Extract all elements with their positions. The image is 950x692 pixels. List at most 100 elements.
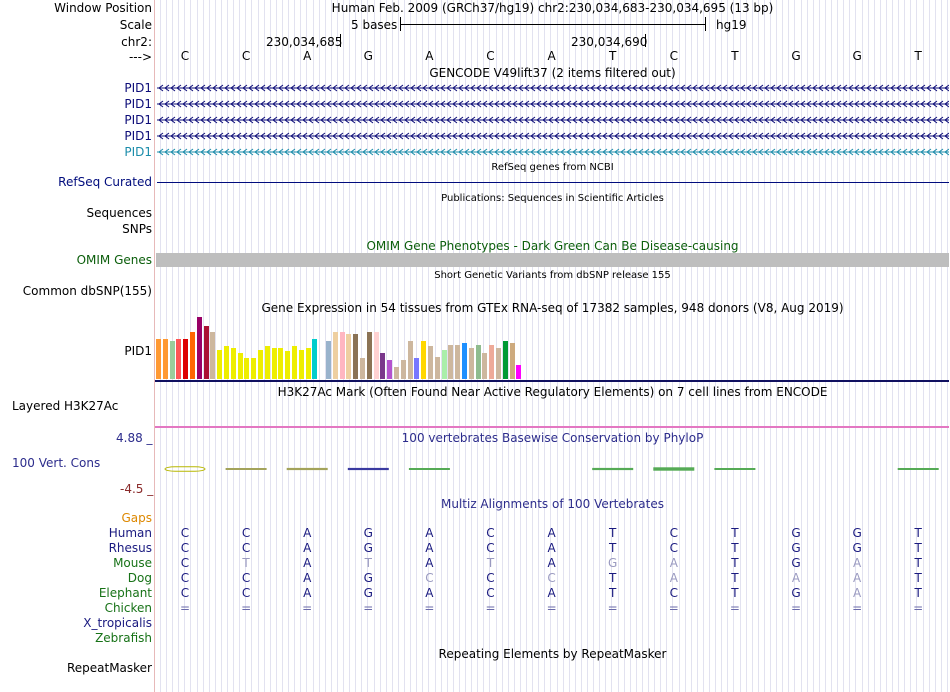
publications-label[interactable]: Sequences [86, 206, 152, 220]
gtex-tissue-bar[interactable] [305, 348, 311, 379]
gtex-tissue-bar[interactable] [224, 346, 229, 379]
gtex-tissue-bar[interactable] [251, 358, 257, 379]
multiz-species-label[interactable]: Elephant [98, 586, 152, 600]
grid-line [910, 0, 911, 692]
gencode-gene-feature[interactable] [157, 84, 949, 92]
gtex-tissue-bar[interactable] [407, 341, 413, 379]
gtex-tissue-bar[interactable] [475, 345, 481, 379]
gtex-tissue-bar[interactable] [298, 350, 304, 379]
gtex-tissue-bar[interactable] [400, 360, 406, 379]
gtex-tissue-bar[interactable] [414, 358, 420, 379]
omim-label[interactable]: OMIM Genes [76, 253, 152, 267]
multiz-species-label[interactable]: X_tropicalis [83, 616, 152, 630]
h3k27ac-track-title[interactable]: H3K27Ac Mark (Often Found Near Active Re… [277, 385, 828, 399]
publications-track-title[interactable]: Publications: Sequences in Scientific Ar… [441, 193, 664, 204]
gtex-tissue-bar[interactable] [489, 345, 495, 379]
gtex-tissue-bar[interactable] [462, 343, 467, 379]
gtex-tissue-bar[interactable] [326, 341, 331, 379]
gtex-tissue-bar[interactable] [502, 341, 508, 379]
gtex-tissue-bar[interactable] [156, 339, 161, 379]
gtex-tissue-bar[interactable] [169, 341, 175, 379]
gtex-tissue-bar[interactable] [380, 353, 386, 379]
gtex-tissue-bar[interactable] [264, 346, 270, 379]
multiz-species-label[interactable]: Dog [127, 571, 152, 585]
multiz-species-label[interactable]: Human [108, 526, 152, 540]
gencode-gene-label[interactable]: PID1 [124, 145, 152, 159]
gencode-gene-feature[interactable] [157, 116, 949, 124]
repeatmasker-track-title[interactable]: Repeating Elements by RepeatMasker [438, 647, 667, 661]
gtex-tissue-bar[interactable] [387, 360, 393, 379]
h3k27ac-label[interactable]: Layered H3K27Ac [12, 399, 119, 413]
multiz-species-label[interactable]: Mouse [113, 556, 152, 570]
gencode-gene-label[interactable]: PID1 [124, 113, 152, 127]
gtex-tissue-bar[interactable] [332, 332, 338, 379]
grid-line [331, 0, 332, 692]
cons-plot[interactable] [155, 445, 950, 490]
multiz-species-label[interactable]: Rhesus [108, 541, 152, 555]
gtex-tissue-bar[interactable] [468, 348, 474, 379]
repeatmasker-label[interactable]: RepeatMasker [66, 661, 152, 675]
gtex-tissue-bar[interactable] [421, 341, 427, 379]
gtex-track-title[interactable]: Gene Expression in 54 tissues from GTEx … [261, 301, 844, 315]
multiz-base: C [241, 586, 251, 600]
gtex-tissue-bar[interactable] [366, 332, 372, 379]
gtex-tissue-bar[interactable] [455, 345, 461, 379]
gtex-tissue-bar[interactable] [428, 346, 433, 379]
gtex-tissue-bar[interactable] [434, 357, 440, 379]
gtex-tissue-bar[interactable] [373, 332, 379, 379]
gtex-tissue-bar[interactable] [394, 367, 399, 379]
gtex-tissue-bar[interactable] [441, 350, 447, 379]
refseq-track-title[interactable]: RefSeq genes from NCBI [491, 162, 614, 173]
gtex-tissue-bar[interactable] [210, 332, 216, 379]
gtex-tissue-bar[interactable] [285, 351, 291, 379]
gencode-gene-label[interactable]: PID1 [124, 129, 152, 143]
omim-track-title[interactable]: OMIM Gene Phenotypes - Dark Green Can Be… [366, 239, 739, 253]
gtex-tissue-bar[interactable] [312, 339, 318, 379]
gtex-tissue-bar[interactable] [217, 350, 223, 379]
dbsnp-label[interactable]: Common dbSNP(155) [22, 284, 152, 298]
gencode-gene-feature[interactable] [157, 100, 949, 108]
gtex-tissue-bar[interactable] [353, 334, 359, 379]
gtex-tissue-bar[interactable] [162, 339, 168, 379]
gencode-gene-feature[interactable] [157, 132, 949, 140]
cons-track-title[interactable]: 100 vertebrates Basewise Conservation by… [401, 431, 704, 445]
gtex-tissue-bar[interactable] [258, 350, 263, 379]
refseq-gene-line[interactable] [157, 182, 949, 183]
gtex-tissue-bar[interactable] [190, 332, 195, 379]
gtex-tissue-bar[interactable] [244, 358, 250, 379]
gtex-tissue-bar[interactable] [203, 326, 209, 379]
multiz-species-label[interactable]: Chicken [104, 601, 152, 615]
gtex-label[interactable]: PID1 [124, 344, 152, 358]
gtex-tissue-bar[interactable] [346, 334, 352, 379]
gencode-gene-feature[interactable] [157, 148, 949, 156]
gencode-track-title[interactable]: GENCODE V49lift37 (2 items filtered out) [429, 66, 676, 80]
multiz-track-title[interactable]: Multiz Alignments of 100 Vertebrates [440, 497, 665, 511]
gtex-bar-graph[interactable] [156, 316, 536, 379]
refseq-label[interactable]: RefSeq Curated [58, 175, 152, 189]
gtex-tissue-bar[interactable] [271, 348, 277, 379]
gtex-tissue-bar[interactable] [448, 345, 454, 379]
grid-line [868, 0, 869, 692]
omim-feature-bar[interactable] [156, 253, 949, 267]
gtex-tissue-bar[interactable] [292, 346, 297, 379]
gtex-tissue-bar[interactable] [360, 358, 365, 379]
gtex-tissue-bar[interactable] [278, 348, 284, 379]
gtex-tissue-bar[interactable] [509, 343, 515, 379]
gencode-gene-label[interactable]: PID1 [124, 81, 152, 95]
gtex-tissue-bar[interactable] [237, 353, 243, 379]
multiz-species-label[interactable]: Zebrafish [95, 631, 152, 645]
gtex-tissue-bar[interactable] [230, 348, 236, 379]
gtex-tissue-bar[interactable] [183, 339, 189, 379]
gtex-tissue-bar[interactable] [176, 339, 182, 379]
grid-line [508, 0, 509, 692]
gtex-tissue-bar[interactable] [196, 317, 202, 379]
gtex-tissue-bar[interactable] [339, 332, 345, 379]
gtex-tissue-bar[interactable] [516, 365, 522, 379]
gtex-tissue-bar[interactable] [496, 348, 501, 379]
dbsnp-track-title[interactable]: Short Genetic Variants from dbSNP releas… [434, 270, 671, 281]
cons-label[interactable]: 100 Vert. Cons [12, 456, 101, 470]
snps-label[interactable]: SNPs [122, 222, 152, 236]
gtex-tissue-bar[interactable] [482, 353, 488, 379]
gencode-gene-label[interactable]: PID1 [124, 97, 152, 111]
